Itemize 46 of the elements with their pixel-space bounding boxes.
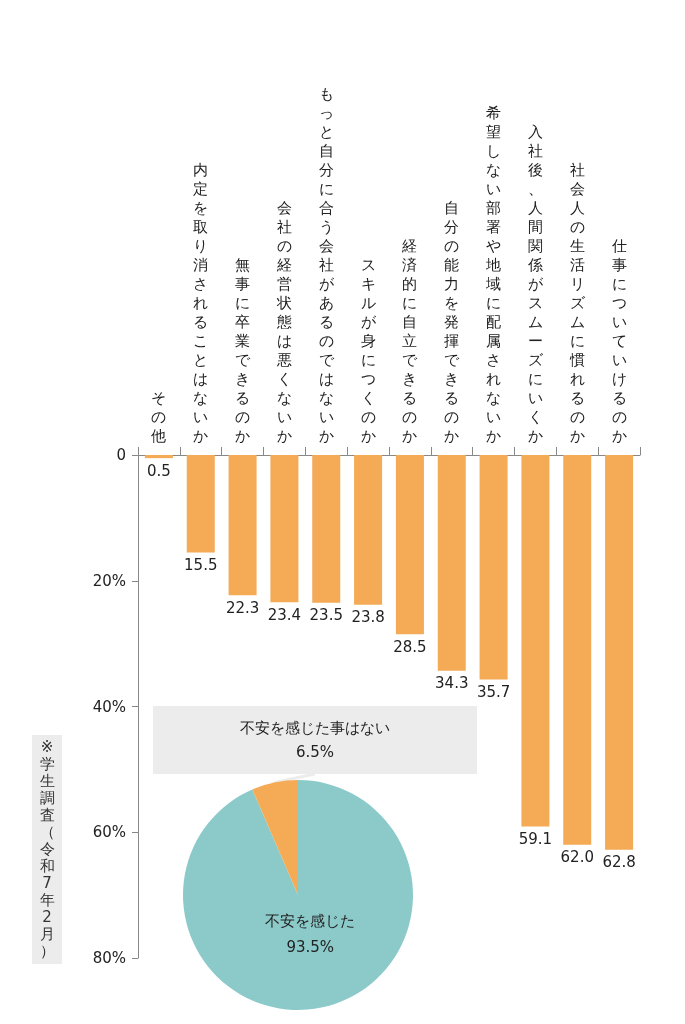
category-label: 自分の能力を発揮できるのか bbox=[444, 198, 460, 445]
bar bbox=[437, 455, 466, 671]
bar bbox=[186, 455, 215, 553]
bar bbox=[312, 455, 341, 603]
bar bbox=[605, 455, 634, 850]
data-label: 28.5 bbox=[393, 637, 427, 656]
bar bbox=[521, 455, 550, 827]
data-label: 23.8 bbox=[351, 608, 385, 627]
data-label: 62.0 bbox=[560, 848, 594, 867]
data-label: 23.5 bbox=[309, 606, 343, 625]
bar bbox=[354, 455, 383, 605]
category-label: もっと自分に合う会社があるのではないか bbox=[318, 84, 334, 445]
data-label: 34.3 bbox=[435, 674, 469, 693]
category-label: 希望しない部署や地域に配属されないか bbox=[486, 103, 502, 445]
data-label: 15.5 bbox=[184, 555, 218, 574]
data-label: 22.3 bbox=[225, 598, 260, 617]
data-label: 0.5 bbox=[146, 461, 171, 480]
y-tick-label: 40% bbox=[92, 697, 126, 716]
category-label: 入社後、人間関係がスムーズにいくか bbox=[527, 122, 543, 445]
data-label: 62.8 bbox=[602, 853, 636, 872]
category-label: 経済的に自立できるのか bbox=[402, 236, 418, 445]
y-tick-label: 80% bbox=[92, 949, 126, 967]
x-tick-label: その他 bbox=[151, 388, 167, 445]
category-label: 無事に卒業できるのか bbox=[235, 255, 251, 445]
category-label: 仕事についていけるのか bbox=[611, 236, 627, 445]
data-label: 93.5% bbox=[286, 938, 335, 957]
category-label: 内定を取り消されることはないか bbox=[193, 160, 209, 445]
bar bbox=[479, 455, 508, 680]
y-tick-label: 60% bbox=[92, 823, 126, 842]
data-label: 23.4 bbox=[267, 605, 302, 624]
bar bbox=[144, 455, 173, 459]
slice-label: 不安を感じた事はない bbox=[240, 719, 390, 737]
bar bbox=[563, 455, 592, 845]
survey-note: ※学生調査（令和7年2月） bbox=[32, 735, 62, 964]
y-tick-label: 20% bbox=[92, 571, 126, 590]
slice-label: 不安を感じた bbox=[265, 912, 356, 931]
y-tick-label: 0 bbox=[116, 446, 126, 464]
category-label: スキルが身につくのか bbox=[360, 255, 376, 445]
bar bbox=[270, 455, 299, 603]
data-label: 59.1 bbox=[518, 830, 553, 849]
data-label: 6.5% bbox=[295, 743, 335, 761]
category-label: 社会人の生活リズムに慣れるのか bbox=[569, 160, 585, 445]
data-label: 35.7 bbox=[476, 682, 511, 701]
category-label: 会社の経営状態は悪くないか bbox=[276, 198, 292, 445]
bar bbox=[395, 455, 424, 635]
bar bbox=[228, 455, 257, 596]
